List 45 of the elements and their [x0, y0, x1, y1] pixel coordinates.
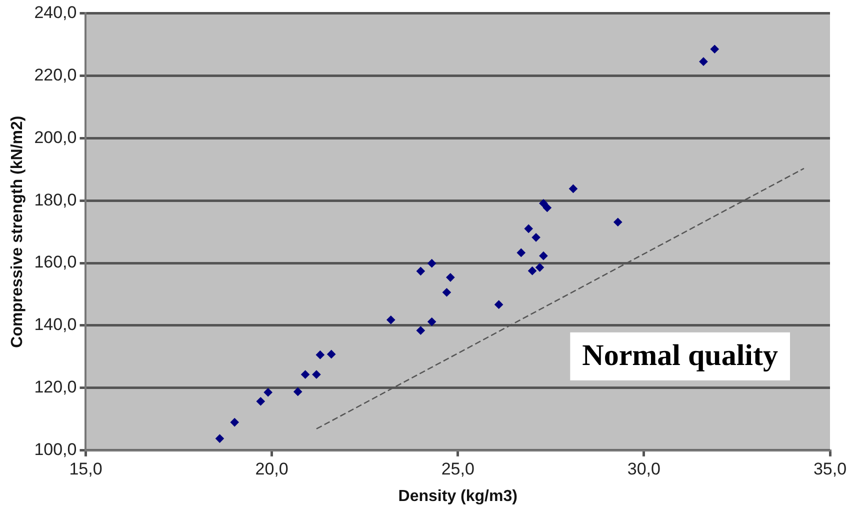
- annotation: Normal quality: [582, 339, 778, 372]
- point: [532, 233, 540, 242]
- y-tick-label: 220,0: [34, 65, 77, 84]
- point: [536, 263, 544, 272]
- point: [539, 199, 548, 208]
- y-tick-label: 120,0: [34, 378, 77, 397]
- y-tick-label: 100,0: [34, 440, 77, 460]
- y-tick-label: 180,0: [34, 190, 77, 210]
- point: [312, 370, 321, 379]
- x-tick-label: 15,0: [69, 459, 102, 478]
- x-axis-title: Density (kg/m3): [398, 488, 518, 505]
- y-tick-label: 200,0: [34, 128, 77, 147]
- y-tick-label: 160,0: [34, 252, 77, 272]
- point: [256, 397, 265, 406]
- point: [416, 267, 425, 276]
- point: [494, 300, 503, 309]
- point: [230, 418, 239, 426]
- point: [316, 350, 324, 359]
- point: [428, 318, 436, 326]
- point: [710, 44, 719, 54]
- point: [428, 259, 436, 268]
- x-tick-label: 30,0: [627, 459, 660, 478]
- y-tick-label: 240,0: [34, 2, 77, 22]
- point: [442, 288, 451, 297]
- point: [416, 326, 425, 335]
- y-tick-label: 140,0: [34, 315, 77, 334]
- point: [569, 184, 578, 193]
- point: [264, 388, 272, 396]
- point: [539, 252, 548, 260]
- point: [294, 388, 302, 396]
- point: [216, 434, 224, 443]
- point: [699, 57, 708, 66]
- x-tick-label: 25,0: [441, 459, 474, 478]
- x-tick-label: 20,0: [255, 459, 288, 478]
- point: [543, 204, 552, 212]
- point: [446, 273, 455, 282]
- x-tick-label: 35,0: [813, 459, 847, 478]
- point: [528, 266, 536, 275]
- point: [327, 350, 336, 358]
- point: [386, 316, 396, 324]
- point: [301, 370, 310, 379]
- point: [524, 224, 533, 233]
- y-axis-title: Compressive strength (kN/m2): [9, 116, 26, 348]
- point: [614, 218, 622, 226]
- point: [516, 248, 526, 257]
